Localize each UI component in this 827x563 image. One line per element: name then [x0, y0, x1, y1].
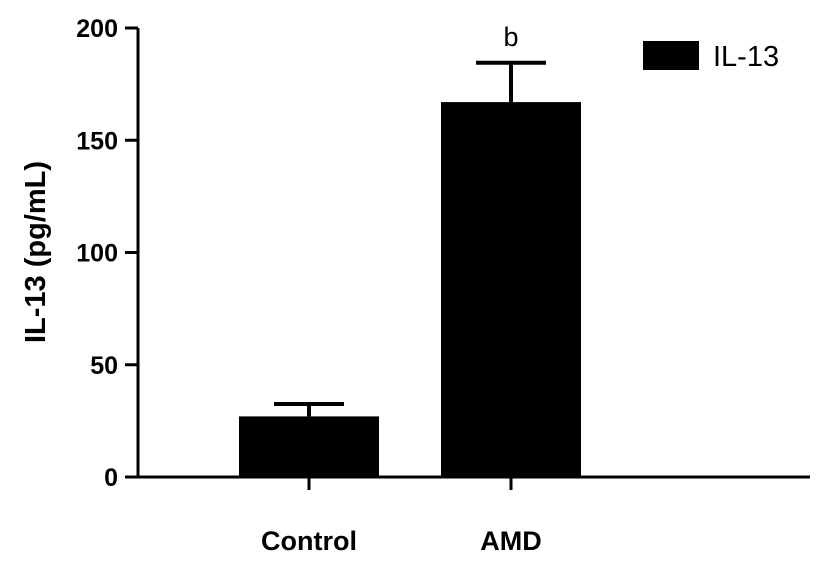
- significance-label: b: [503, 22, 518, 52]
- y-tick-label: 0: [104, 464, 118, 492]
- bars: b: [239, 22, 581, 478]
- y-tick-label: 50: [90, 352, 118, 380]
- bar-control: [239, 416, 379, 477]
- bar-amd: [441, 102, 581, 478]
- y-axis-title: IL-13 (pg/mL): [20, 161, 52, 343]
- x-tick-label-amd: AMD: [480, 526, 542, 556]
- legend-label-il13: IL-13: [713, 41, 779, 73]
- legend-swatch-il13: [643, 41, 699, 70]
- x-tick-label-control: Control: [261, 526, 357, 556]
- legend: IL-13: [643, 41, 779, 73]
- x-axis: Control AMD: [136, 475, 810, 556]
- y-tick-label: 200: [76, 15, 118, 43]
- y-tick-label: 100: [76, 240, 118, 268]
- y-axis: 0 50 100 150 200: [76, 15, 140, 492]
- y-tick-label: 150: [76, 127, 118, 155]
